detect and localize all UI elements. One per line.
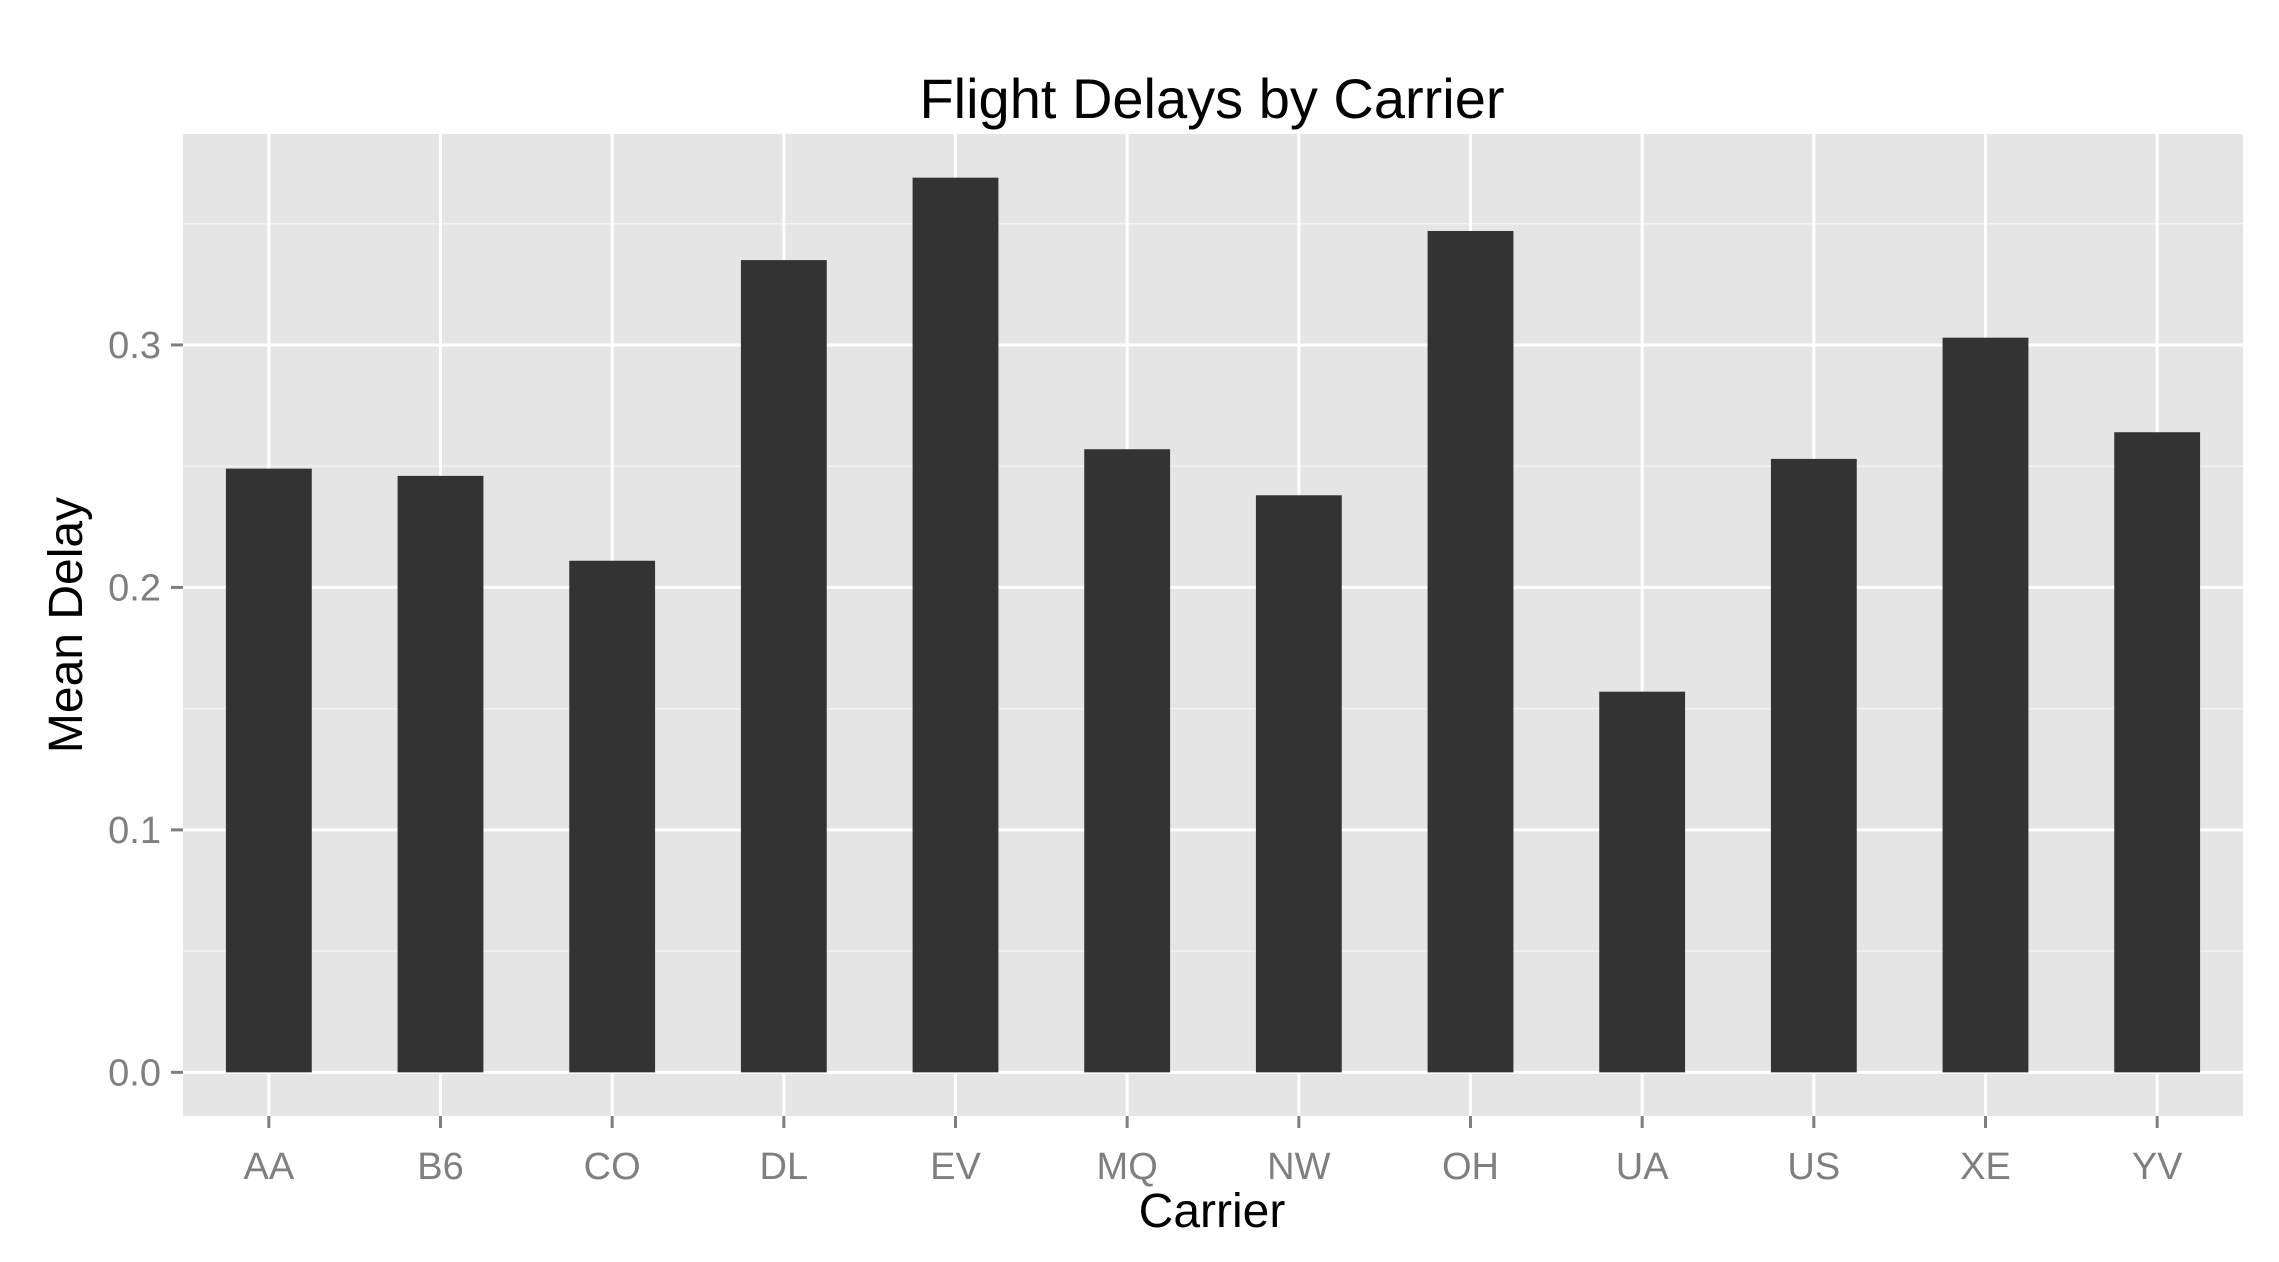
plot-panel	[183, 134, 2243, 1116]
bar-aa	[225, 468, 312, 1073]
x-axis: AA B6 CO DL EV MQ NW OH UA US XE YV	[243, 1116, 2183, 1188]
bar-xe	[1942, 337, 2029, 1073]
x-tick-label: XE	[1960, 1146, 2011, 1188]
minor-gridlines	[183, 222, 2243, 952]
y-tick-label: 0.3	[108, 325, 161, 367]
x-tick-label: AA	[243, 1146, 294, 1188]
bar-b6	[397, 475, 484, 1073]
x-tick-label: YV	[2132, 1146, 2183, 1188]
x-tick-label: MQ	[1097, 1146, 1158, 1188]
chart-title: Flight Delays by Carrier	[919, 67, 1504, 130]
y-axis: 0.0 0.1 0.2 0.3	[108, 325, 183, 1094]
x-axis-title: Carrier	[1139, 1185, 1286, 1238]
bar-co	[569, 560, 656, 1073]
y-axis-title: Mean Delay	[40, 497, 93, 753]
y-tick-label: 0.0	[108, 1052, 161, 1094]
y-tick-label: 0.1	[108, 810, 161, 852]
x-tick-label: NW	[1267, 1146, 1330, 1188]
bar-ev	[912, 177, 999, 1073]
bar-mq	[1084, 449, 1171, 1073]
bar-oh	[1427, 230, 1514, 1073]
x-tick-label: EV	[930, 1146, 981, 1188]
bar-ua	[1599, 691, 1686, 1073]
x-tick-label: US	[1787, 1146, 1840, 1188]
bar-dl	[740, 260, 827, 1073]
bar-us	[1770, 458, 1857, 1073]
x-tick-label: OH	[1442, 1146, 1499, 1188]
y-tick-label: 0.2	[108, 567, 161, 609]
x-tick-label: UA	[1616, 1146, 1669, 1188]
bar-nw	[1255, 495, 1342, 1073]
bars	[225, 177, 2201, 1073]
bar-yv	[2114, 432, 2201, 1073]
x-tick-label: DL	[760, 1146, 809, 1188]
x-tick-label: CO	[584, 1146, 641, 1188]
x-tick-label: B6	[417, 1146, 463, 1188]
